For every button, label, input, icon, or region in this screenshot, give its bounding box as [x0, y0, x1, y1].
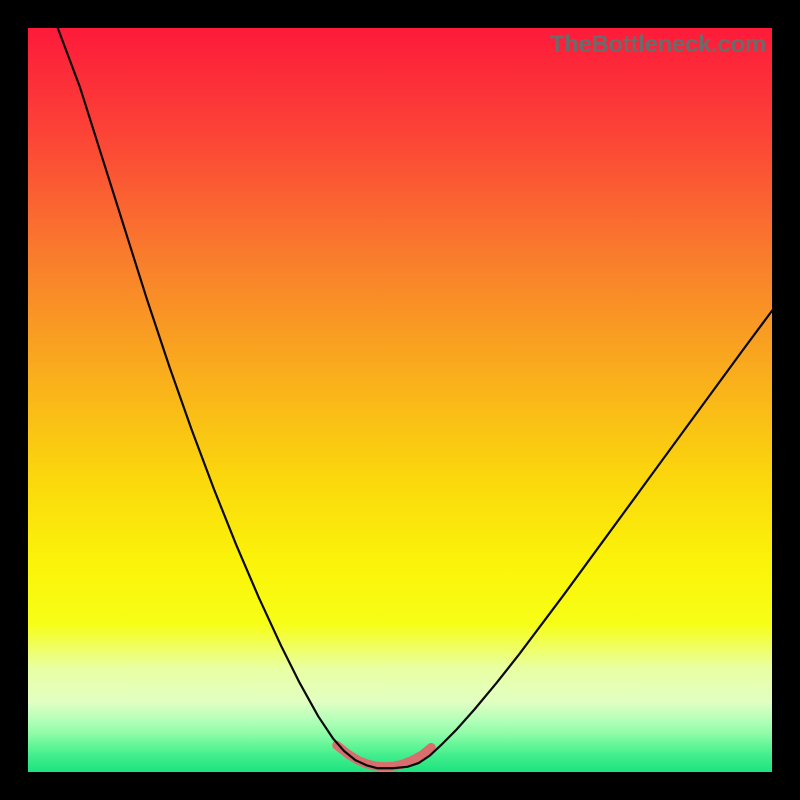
chart-svg: [28, 28, 772, 772]
valley-dot: [381, 762, 390, 771]
watermark-text: TheBottleneck.com: [550, 31, 766, 59]
bottleneck-curve: [58, 28, 772, 768]
plot-area: TheBottleneck.com: [28, 28, 772, 772]
